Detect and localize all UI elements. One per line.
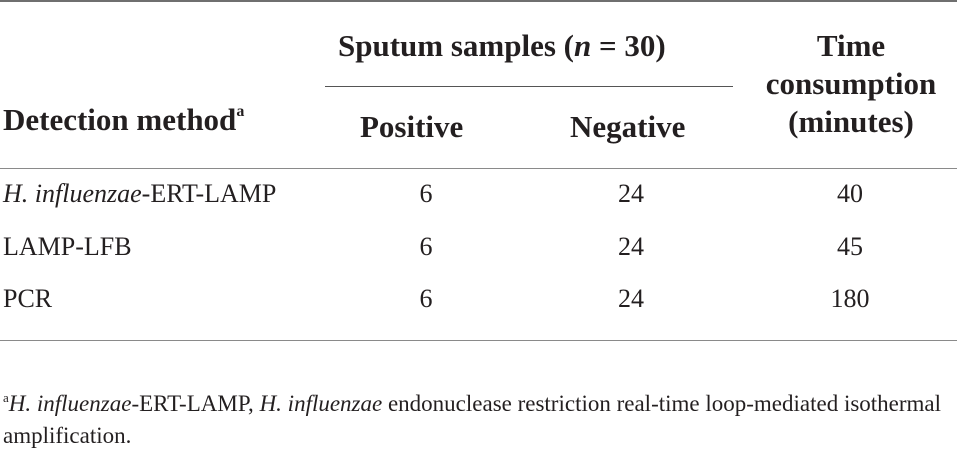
row-positive: 6 [419,232,433,261]
row-method: H. influenzae-ERT-LAMP [3,179,277,208]
header-detection-method: Detection methoda [3,102,245,137]
table-footnote: aH. influenzae-ERT-LAMP, H. influenzae e… [3,390,942,448]
header-positive: Positive [360,109,464,144]
header-group-underline [325,86,733,87]
footnote-marker: a [236,103,245,120]
row-time: 40 [837,179,863,208]
row-negative: 24 [618,284,644,313]
row-negative: 24 [618,232,644,261]
header-negative: Negative [570,109,686,144]
row-negative: 24 [618,179,644,208]
row-time: 45 [837,232,863,261]
header-sputum-samples: Sputum samples (n = 30) [338,28,666,63]
row-method: LAMP-LFB [3,232,132,261]
table-bottom-rule [0,340,957,341]
header-time-consumption: Time consumption (minutes) [765,28,937,139]
row-time: 180 [830,284,870,313]
row-method: PCR [3,284,53,313]
table-top-rule [0,0,957,2]
row-positive: 6 [419,284,433,313]
header-bottom-rule [0,168,957,169]
row-positive: 6 [419,179,433,208]
